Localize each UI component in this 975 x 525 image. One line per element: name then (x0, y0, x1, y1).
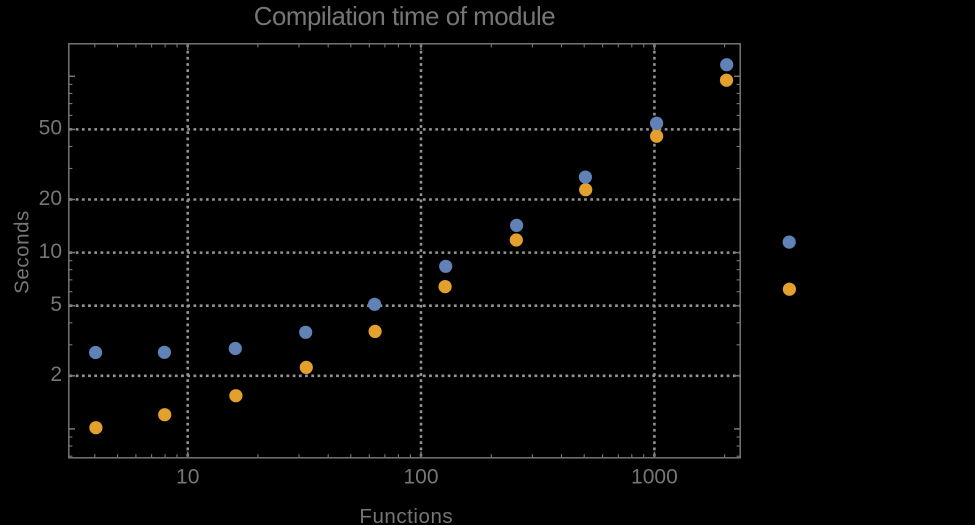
svg-text:1000: 1000 (631, 465, 678, 488)
svg-text:50: 50 (39, 117, 62, 140)
svg-text:Seconds: Seconds (10, 210, 33, 294)
svg-text:10: 10 (39, 240, 62, 263)
svg-text:2: 2 (50, 363, 62, 386)
svg-text:Compilation time of module: Compilation time of module (254, 3, 555, 31)
svg-text:5: 5 (50, 293, 62, 316)
svg-text:100: 100 (403, 465, 438, 488)
svg-text:Functions: Functions (359, 505, 453, 525)
svg-text:20: 20 (39, 187, 62, 210)
svg-text:10: 10 (176, 465, 199, 488)
